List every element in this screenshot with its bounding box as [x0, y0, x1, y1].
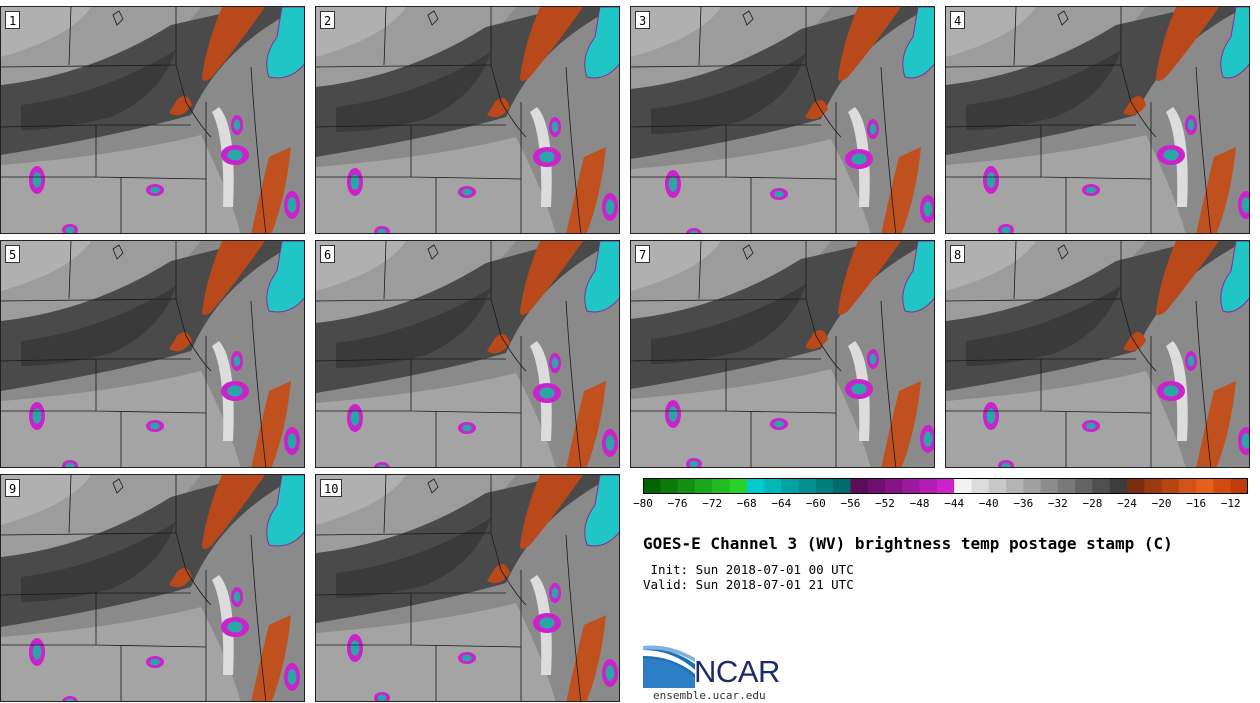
logo-text: NCAR: [694, 654, 780, 689]
init-time: Init: Sun 2018-07-01 00 UTC: [643, 562, 854, 577]
colorbar-tick-label: −68: [736, 497, 757, 510]
colorbar-segment: [1023, 478, 1042, 494]
colorbar-segment: [660, 478, 679, 494]
colorbar-tick-label: −48: [909, 497, 930, 510]
colorbar-segment: [936, 478, 955, 494]
colorbar-tick-label: −60: [805, 497, 826, 510]
satellite-map: [1, 241, 304, 467]
satellite-map: [1, 7, 304, 233]
panel-number-label: 3: [635, 11, 651, 29]
ensemble-member-panel: 3: [630, 6, 935, 234]
colorbar-segment: [954, 478, 972, 494]
valid-time: Valid: Sun 2018-07-01 21 UTC: [643, 577, 854, 592]
colorbar-segment: [1109, 478, 1128, 494]
colorbar-segment: [1057, 478, 1076, 494]
colorbar-segment: [729, 478, 748, 494]
colorbar-segment: [815, 478, 834, 494]
ensemble-member-panel: 5: [0, 240, 305, 468]
colorbar-tick-label: −80: [633, 497, 653, 510]
colorbar-segment: [1075, 478, 1093, 494]
panel-number-label: 1: [5, 11, 21, 29]
ensemble-member-panel: 8: [945, 240, 1250, 468]
colorbar-tick-label: −20: [1151, 497, 1172, 510]
ensemble-member-panel: 2: [315, 6, 620, 234]
satellite-map: [631, 7, 934, 233]
colorbar-segment: [1196, 478, 1214, 494]
logo-url: ensemble.ucar.edu: [653, 689, 766, 702]
colorbar: [643, 478, 1248, 494]
panel-number-label: 10: [320, 479, 343, 497]
ensemble-member-panel: 4: [945, 6, 1250, 234]
colorbar-tick-label: −76: [667, 497, 688, 510]
ensemble-member-panel: 9: [0, 474, 305, 702]
panel-number-label: 7: [635, 245, 651, 263]
colorbar-segment: [694, 478, 713, 494]
colorbar-segment: [781, 478, 800, 494]
ncar-logo-icon: [643, 645, 695, 688]
colorbar-segment: [1040, 478, 1059, 494]
colorbar-segment: [919, 478, 938, 494]
colorbar-segment: [1213, 478, 1232, 494]
colorbar-segment: [971, 478, 990, 494]
colorbar-tick-label: −32: [1047, 497, 1068, 510]
colorbar-segment: [1006, 478, 1024, 494]
colorbar-segment: [867, 478, 886, 494]
colorbar-tick-label: −52: [875, 497, 895, 510]
colorbar-tick-label: −64: [771, 497, 792, 510]
panel-number-label: 2: [320, 11, 336, 29]
figure-title: GOES-E Channel 3 (WV) brightness temp po…: [643, 534, 1173, 553]
satellite-map: [631, 241, 934, 467]
colorbar-segment: [677, 478, 696, 494]
satellite-map: [316, 7, 619, 233]
colorbar-segment: [1178, 478, 1197, 494]
panel-number-label: 4: [950, 11, 966, 29]
satellite-map: [946, 241, 1249, 467]
colorbar-tick-label: −12: [1220, 497, 1241, 510]
ensemble-member-panel: 6: [315, 240, 620, 468]
colorbar-segment: [833, 478, 851, 494]
satellite-map: [316, 241, 619, 467]
panel-number-label: 6: [320, 245, 336, 263]
colorbar-segment: [902, 478, 921, 494]
colorbar-segment: [1161, 478, 1180, 494]
colorbar-segment: [643, 478, 661, 494]
satellite-map: [316, 475, 619, 701]
colorbar-segment: [1092, 478, 1111, 494]
colorbar-tick-label: −36: [1013, 497, 1034, 510]
satellite-map: [946, 7, 1249, 233]
colorbar-segment: [1127, 478, 1145, 494]
colorbar-tick-label: −56: [840, 497, 861, 510]
colorbar-segment: [746, 478, 765, 494]
colorbar-segment: [798, 478, 817, 494]
colorbar-tick-label: −72: [702, 497, 723, 510]
colorbar-segment: [764, 478, 782, 494]
ensemble-member-panel: 10: [315, 474, 620, 702]
colorbar-segment: [885, 478, 903, 494]
ensemble-member-panel: 7: [630, 240, 935, 468]
colorbar-segment: [988, 478, 1007, 494]
colorbar-tick-label: −16: [1186, 497, 1207, 510]
ensemble-member-panel: 1: [0, 6, 305, 234]
colorbar-segment: [712, 478, 730, 494]
panel-number-label: 9: [5, 479, 21, 497]
colorbar-tick-label: −24: [1117, 497, 1137, 510]
colorbar-segment: [1144, 478, 1163, 494]
satellite-map: [1, 475, 304, 701]
colorbar-segment: [1230, 478, 1248, 494]
colorbar-tick-label: −44: [944, 497, 965, 510]
colorbar-tick-label: −40: [978, 497, 999, 510]
panel-number-label: 5: [5, 245, 21, 263]
colorbar-segment: [850, 478, 869, 494]
colorbar-tick-label: −28: [1082, 497, 1103, 510]
panel-number-label: 8: [950, 245, 966, 263]
